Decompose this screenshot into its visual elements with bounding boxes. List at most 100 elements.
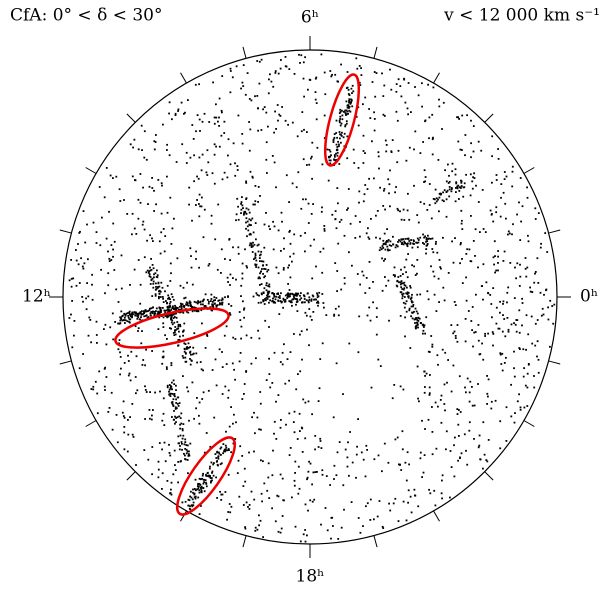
galaxy-dot	[315, 118, 318, 121]
galaxy-dot	[223, 171, 226, 174]
galaxy-dot	[409, 495, 412, 498]
galaxy-dot	[229, 273, 232, 276]
galaxy-dot	[279, 361, 282, 363]
galaxy-dot	[171, 416, 173, 418]
galaxy-dot	[435, 200, 438, 203]
galaxy-dot	[423, 202, 426, 205]
galaxy-dot	[215, 305, 218, 308]
galaxy-dot	[359, 531, 362, 534]
galaxy-dot	[203, 112, 206, 115]
galaxy-dot	[411, 301, 414, 303]
galaxy-dot	[135, 392, 137, 395]
galaxy-dot	[302, 61, 305, 64]
galaxy-dot	[379, 237, 381, 240]
galaxy-dot	[75, 284, 78, 287]
galaxy-dot	[151, 177, 153, 179]
galaxy-dot	[387, 178, 390, 181]
galaxy-dot	[504, 335, 507, 338]
galaxy-dot	[295, 293, 298, 296]
galaxy-dot	[222, 452, 224, 455]
galaxy-dot	[400, 95, 403, 98]
galaxy-dot	[400, 280, 403, 282]
galaxy-dot	[510, 323, 513, 326]
galaxy-dot	[156, 274, 159, 277]
galaxy-dot	[379, 365, 382, 367]
galaxy-dot	[196, 199, 198, 201]
galaxy-dot	[485, 459, 488, 461]
galaxy-dot	[222, 443, 225, 445]
galaxy-dot	[77, 243, 79, 245]
galaxy-dot	[204, 305, 206, 307]
galaxy-dot	[309, 244, 312, 247]
galaxy-dot	[310, 319, 313, 321]
galaxy-dot	[536, 355, 538, 358]
galaxy-dot	[506, 291, 509, 294]
galaxy-dot	[435, 241, 437, 243]
galaxy-dot	[300, 297, 303, 300]
galaxy-dot	[250, 362, 253, 365]
galaxy-dot	[259, 272, 261, 275]
galaxy-dot	[149, 312, 152, 315]
galaxy-dot	[252, 231, 255, 234]
galaxy-dot	[491, 213, 493, 215]
galaxy-dot	[469, 380, 472, 383]
galaxy-dot	[454, 335, 457, 337]
galaxy-dot	[249, 232, 252, 235]
galaxy-dot	[124, 322, 126, 324]
galaxy-dot	[381, 470, 383, 473]
galaxy-dot	[162, 301, 165, 303]
galaxy-dot	[189, 495, 191, 498]
galaxy-dot	[221, 366, 224, 368]
galaxy-dot	[158, 289, 161, 292]
galaxy-dot	[123, 362, 126, 364]
galaxy-dot	[261, 293, 263, 296]
galaxy-dot	[428, 116, 431, 119]
galaxy-dot	[429, 374, 431, 376]
galaxy-dot	[301, 301, 304, 304]
galaxy-dot	[492, 344, 494, 347]
galaxy-dot	[175, 308, 178, 311]
galaxy-dot	[243, 213, 245, 216]
galaxy-dot	[160, 309, 163, 312]
galaxy-dot	[245, 182, 248, 184]
galaxy-dot	[339, 137, 341, 140]
galaxy-dot	[477, 324, 480, 326]
galaxy-dot	[422, 332, 424, 335]
galaxy-dot	[298, 412, 301, 415]
galaxy-dot	[364, 152, 366, 154]
galaxy-dot	[317, 295, 320, 298]
galaxy-dot	[432, 86, 435, 89]
galaxy-dot	[191, 306, 194, 309]
galaxy-dot	[254, 95, 256, 98]
galaxy-dot	[176, 396, 179, 399]
galaxy-dot	[159, 307, 162, 309]
galaxy-dot	[308, 298, 311, 301]
galaxy-dot	[455, 181, 458, 184]
galaxy-dot	[522, 375, 525, 378]
galaxy-dot	[189, 247, 192, 250]
galaxy-dot	[257, 243, 260, 246]
galaxy-dot	[526, 405, 529, 407]
hour-label: 6ʰ	[301, 8, 319, 28]
galaxy-dot	[468, 391, 471, 394]
highlight-ellipse	[175, 436, 237, 516]
galaxy-dot	[225, 363, 228, 365]
galaxy-dot	[197, 487, 200, 490]
galaxy-dot	[402, 288, 405, 291]
galaxy-dot	[412, 242, 415, 245]
galaxy-dot	[122, 415, 125, 417]
galaxy-dot	[179, 323, 181, 326]
galaxy-dot	[184, 500, 187, 503]
galaxy-dot	[120, 254, 123, 257]
galaxy-dot	[70, 285, 73, 288]
galaxy-dot	[178, 415, 181, 418]
galaxy-dot	[479, 231, 481, 233]
galaxy-dot	[186, 444, 189, 447]
galaxy-dot	[272, 220, 274, 223]
galaxy-dot	[336, 148, 339, 151]
galaxy-dot	[464, 154, 466, 157]
galaxy-dot	[249, 128, 252, 131]
galaxy-dot	[157, 468, 160, 471]
galaxy-dot	[374, 95, 377, 98]
galaxy-dot	[370, 386, 373, 389]
